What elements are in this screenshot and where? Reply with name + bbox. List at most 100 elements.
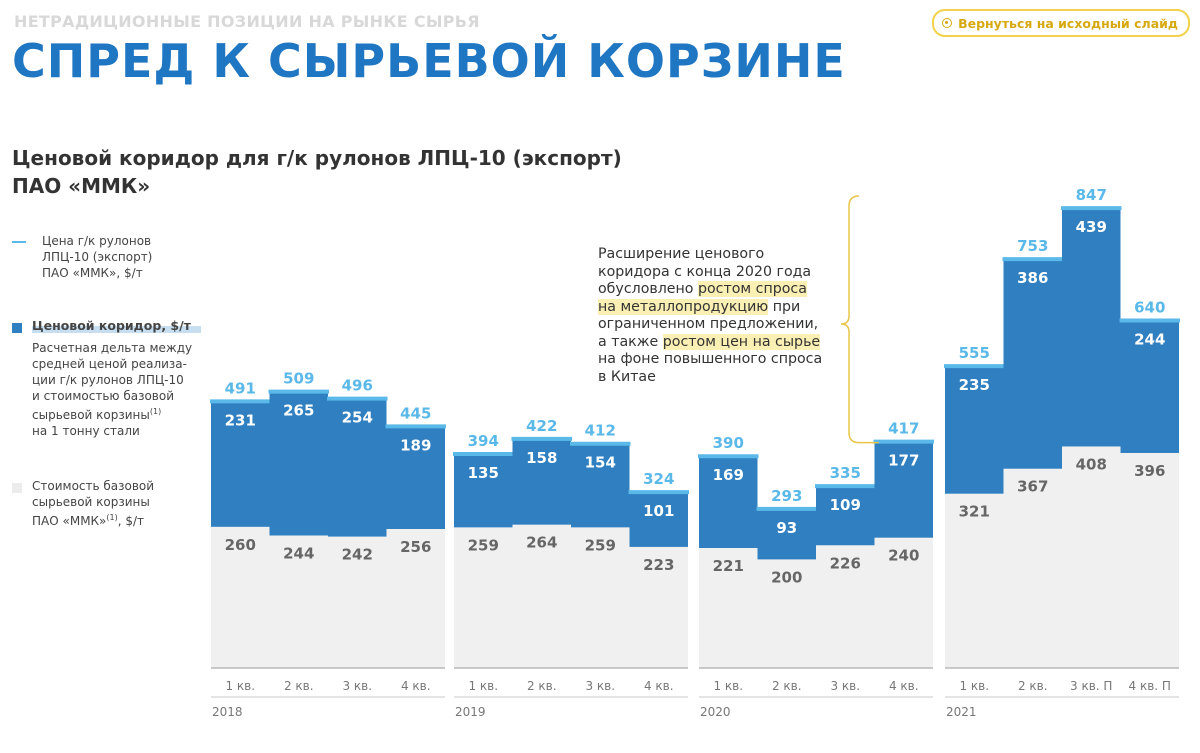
category-tick-label: 1 кв. <box>713 679 743 693</box>
basket-bar <box>629 546 688 668</box>
price-label: 412 <box>585 422 616 440</box>
corridor-bar <box>945 366 1004 494</box>
basket-bar <box>571 527 630 668</box>
chart-subtitle-line1: Ценовой коридор для г/к рулонов ЛПЦ-10 (… <box>12 146 622 170</box>
corridor-bar <box>699 456 758 548</box>
price-label: 753 <box>1017 237 1048 255</box>
basket-bar <box>1120 452 1179 668</box>
chart-subtitle-line2: ПАО «ММК» <box>12 174 151 198</box>
line-swatch-icon <box>12 241 26 243</box>
legend-corridor-desc1: Расчетная дельта между <box>32 341 193 355</box>
basket-label: 408 <box>1076 455 1107 473</box>
corridor-label: 154 <box>585 454 616 472</box>
legend-basket-line2: сырьевой корзины <box>32 495 150 509</box>
basket-bar <box>211 526 270 668</box>
basket-label: 242 <box>342 546 373 564</box>
corridor-label: 254 <box>342 409 373 427</box>
back-button-label: Вернуться на исходный слайд <box>958 15 1178 31</box>
corridor-swatch-icon <box>12 323 22 333</box>
basket-label: 256 <box>400 538 431 556</box>
legend-corridor-desc2: средней ценой реализа- <box>32 357 187 371</box>
corridor-bar <box>386 426 445 529</box>
corridor-bar <box>328 398 387 537</box>
corridor-bar <box>571 443 630 528</box>
annotation-line8: в Китае <box>598 368 656 385</box>
basket-label: 200 <box>771 568 802 586</box>
corridor-bar <box>1062 208 1121 447</box>
corridor-bar <box>1003 259 1062 469</box>
price-label: 496 <box>342 377 373 395</box>
price-label: 555 <box>959 344 990 362</box>
slide-supertitle: НЕТРАДИЦИОННЫЕ ПОЗИЦИИ НА РЫНКЕ СЫРЬЯ <box>14 12 480 31</box>
legend-corridor: Ценовой коридор, $/т Расчетная дельта ме… <box>12 318 201 439</box>
legend-basket-line3: ПАО «ММК»(1), $/т <box>32 513 145 528</box>
back-to-slide-button[interactable]: Вернуться на исходный слайд <box>932 9 1190 37</box>
corridor-label: 439 <box>1076 218 1107 236</box>
basket-bar <box>816 545 875 668</box>
basket-label: 321 <box>959 503 990 521</box>
basket-label: 259 <box>468 536 499 554</box>
category-tick-label: 4 кв. <box>401 679 431 693</box>
category-tick-label: 3 кв. <box>342 679 372 693</box>
corridor-bar <box>454 454 513 528</box>
corridor-bar <box>269 391 328 536</box>
year-label: 2019 <box>455 705 486 719</box>
basket-bar <box>1062 446 1121 668</box>
corridor-bar <box>629 492 688 547</box>
basket-label: 223 <box>643 556 674 574</box>
annotation-line3: обусловлено ростом спроса <box>598 281 807 297</box>
annotation-line1: Расширение ценового <box>598 246 765 262</box>
basket-label: 259 <box>585 536 616 554</box>
corridor-label: 93 <box>776 519 797 537</box>
bracket-layer <box>840 195 879 444</box>
basket-bar <box>386 528 445 668</box>
category-tick-label: 2 кв. <box>1018 679 1048 693</box>
target-icon <box>942 18 953 28</box>
legend-price: Цена г/к рулонов ЛПЦ-10 (экспорт) ПАО «М… <box>12 233 152 281</box>
legend-corridor-desc6: на 1 тонну стали <box>32 424 140 438</box>
annotation-highlight-raw: ростом цен на сырье <box>662 333 821 350</box>
basket-label: 226 <box>830 554 861 572</box>
basket-label: 221 <box>713 557 744 575</box>
corridor-label: 189 <box>400 436 431 454</box>
price-label: 394 <box>468 432 499 450</box>
annotation-line6: а также ростом цен на сырье <box>598 333 821 350</box>
price-label: 422 <box>526 417 557 435</box>
legend-basket: Стоимость базовой сырьевой корзины ПАО «… <box>12 478 154 529</box>
annotation-line5: ограниченном предложении, <box>598 316 819 332</box>
category-tick-label: 3 кв. <box>585 679 615 693</box>
price-label: 390 <box>713 434 744 452</box>
corridor-bar <box>211 401 270 527</box>
year-label: 2021 <box>946 705 977 719</box>
corridor-bar <box>512 438 571 525</box>
category-tick-label: 2 кв. <box>772 679 802 693</box>
corridor-label: 101 <box>643 502 674 520</box>
basket-label: 396 <box>1134 462 1165 480</box>
bar-layer: 491 231 260 509 265 244 496 254 242 445 189 256 394 1… <box>210 186 1180 668</box>
basket-bar <box>699 547 758 668</box>
corridor-label: 109 <box>830 496 861 514</box>
basket-bar <box>945 493 1004 668</box>
corridor-label: 158 <box>526 449 557 467</box>
corridor-label: 235 <box>959 376 990 394</box>
basket-label: 260 <box>225 536 256 554</box>
price-label: 445 <box>400 404 431 422</box>
legend-price-line3: ПАО «ММК», $/т <box>42 266 143 280</box>
annotation-highlight-demand: ростом спроса <box>698 281 807 297</box>
basket-label: 264 <box>526 534 557 552</box>
category-tick-label: 1 кв. <box>468 679 498 693</box>
category-tick-label: 1 кв. <box>959 679 989 693</box>
bracket <box>840 195 860 444</box>
price-label: 847 <box>1076 186 1107 204</box>
annotation-line4: на металлопродукцию при <box>598 298 801 315</box>
category-tick-label: 2 кв. <box>527 679 557 693</box>
basket-label: 240 <box>888 547 919 565</box>
legend-corridor-desc5: сырьевой корзины(1) <box>32 407 162 422</box>
corridor-label: 386 <box>1017 269 1048 287</box>
price-label: 293 <box>771 487 802 505</box>
category-tick-label: 4 кв. <box>644 679 674 693</box>
basket-swatch-icon <box>12 483 22 493</box>
legend-corridor-desc3: ции г/к рулонов ЛПЦ-10 <box>32 373 184 387</box>
slide-title: СПРЕД К СЫРЬЕВОЙ КОРЗИНЕ <box>12 34 846 88</box>
